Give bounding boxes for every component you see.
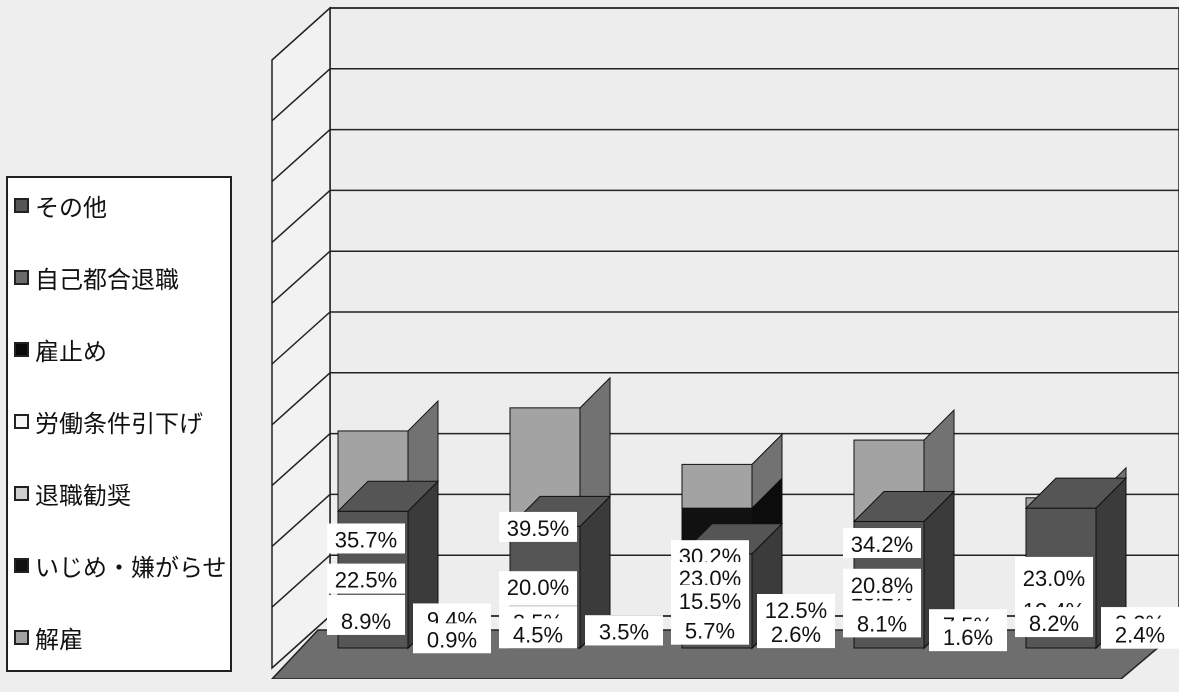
data-label-bg (671, 584, 749, 615)
data-label: 2.4% (1115, 623, 1165, 648)
legend-label: 労働条件引下げ (35, 410, 203, 438)
gridline-side (271, 311, 331, 365)
gridline-side (271, 372, 331, 426)
legend-label: いじめ・嫌がらせ (35, 554, 227, 582)
data-label-bg (843, 607, 921, 638)
data-label: 2.6% (771, 622, 821, 647)
bar-top (852, 491, 956, 523)
legend-item: 労働条件引下げ (14, 404, 230, 476)
data-label-bg (327, 523, 405, 554)
data-label-bg (1101, 618, 1179, 649)
gridline-side (271, 7, 331, 61)
gridline-side (271, 129, 331, 183)
legend-swatch (14, 630, 29, 645)
data-label-bg (499, 511, 577, 542)
data-label: 8.2% (1029, 611, 1079, 636)
data-label-bg (1015, 562, 1093, 593)
legend-item: 自己都合退職 (14, 260, 230, 332)
data-label: 35.7% (335, 527, 397, 552)
data-label: 23.0% (1023, 566, 1085, 591)
legend-label: 退職勧奨 (35, 482, 131, 510)
gridline-side (271, 250, 331, 304)
gridline-side (271, 433, 331, 487)
data-label: 1.6% (943, 625, 993, 650)
legend-swatch (14, 342, 29, 357)
data-label: 34.2% (851, 532, 913, 557)
gridline-side (271, 615, 331, 669)
data-label-bg (413, 623, 491, 654)
gridline-side (271, 68, 331, 122)
gridline-side (271, 189, 331, 243)
chart-legend: その他 自己都合退職 雇止め 労働条件引下げ 退職勧奨 いじめ・嫌がらせ 解雇 (6, 176, 232, 672)
legend-swatch (14, 558, 29, 573)
data-label-bg (843, 568, 921, 599)
legend-label: 解雇 (35, 626, 83, 654)
legend-item: 雇止め (14, 332, 230, 404)
data-label: 8.9% (341, 609, 391, 634)
data-label-bg (671, 614, 749, 645)
legend-item: 解雇 (14, 620, 230, 692)
legend-swatch (14, 414, 29, 429)
data-label-bg (1015, 607, 1093, 638)
data-label-bg (499, 571, 577, 602)
data-label-bg (757, 618, 835, 649)
data-label-bg (327, 604, 405, 635)
data-label-bg (499, 618, 577, 649)
legend-item: その他 (14, 188, 230, 260)
legend-swatch (14, 486, 29, 501)
data-label-bg (327, 563, 405, 594)
data-label: 0.9% (427, 627, 477, 652)
data-label: 3.5% (599, 619, 649, 644)
data-label: 8.1% (857, 611, 907, 636)
data-label: 15.5% (679, 589, 741, 614)
data-label: 39.5% (507, 516, 569, 541)
legend-label: 雇止め (35, 338, 107, 366)
data-label-bg (585, 615, 663, 646)
legend-item: 退職勧奨 (14, 476, 230, 548)
data-label: 4.5% (513, 622, 563, 647)
legend-swatch (14, 270, 29, 285)
bar-top (336, 480, 440, 512)
data-label: 20.0% (507, 575, 569, 600)
legend-item: いじめ・嫌がらせ (14, 548, 230, 620)
gridline-side (271, 493, 331, 547)
legend-label: 自己都合退職 (35, 266, 179, 294)
data-label: 20.8% (851, 573, 913, 598)
gridline-side (271, 554, 331, 608)
data-label: 5.7% (685, 619, 735, 644)
bar-top (1024, 477, 1128, 509)
data-label-bg (843, 528, 921, 559)
legend-swatch (14, 198, 29, 213)
legend-label: その他 (35, 194, 107, 222)
data-label: 22.5% (335, 568, 397, 593)
data-label-bg (929, 621, 1007, 652)
